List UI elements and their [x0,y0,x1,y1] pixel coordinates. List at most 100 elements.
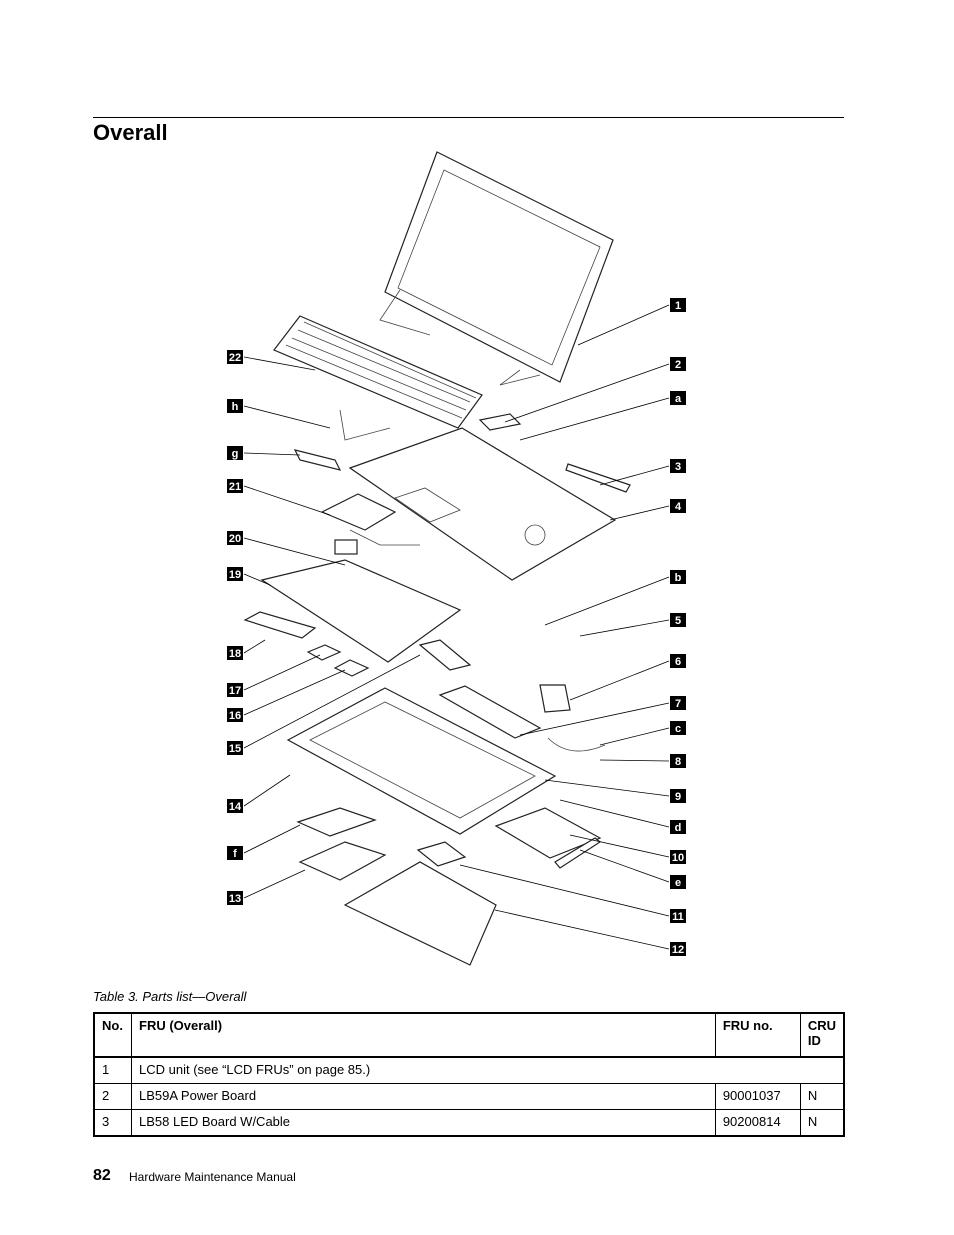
heat-pipe [349,529,420,546]
callout-label: f [233,848,237,860]
table-body: 1 LCD unit (see “LCD FRUs” on page 85.) 2 L… [93,1056,845,1137]
callout-box [670,820,686,834]
fan [320,493,397,531]
battery [438,685,542,739]
header-cell: FRU (Overall) [131,1012,716,1058]
lcd-unit [384,151,614,383]
callouts: 22hg2120191817161514f1312a34b567c89d10e1… [227,298,686,956]
callout-box [227,350,243,364]
callout-box [227,708,243,722]
leader-line [243,639,266,654]
leader-line [243,537,346,566]
page-number: 82 [93,1167,111,1184]
callout-label: 3 [675,461,681,473]
leader-line [243,485,331,516]
callout-box [670,613,686,627]
palm-rest [348,427,617,581]
callout-label: 9 [675,791,681,803]
leader-line [519,702,670,736]
lcd-screen [397,169,601,366]
callout-label: 11 [672,911,684,923]
callout-label: 6 [675,656,681,668]
power-board [478,413,522,431]
callout-label: g [232,448,239,460]
callout-box [227,846,243,860]
leader-line [494,909,670,950]
callout-label: 18 [229,648,241,660]
callout-box [670,909,686,923]
leader-line [599,759,670,762]
callout-box [670,298,686,312]
callout-box [227,446,243,460]
callout-label: 12 [672,944,684,956]
callout-box [670,357,686,371]
memory [243,611,317,639]
callout-box [227,891,243,905]
card [333,659,370,677]
leader-line [243,405,331,429]
optical-drive [494,807,602,859]
base-cover [286,687,557,835]
leader-line [504,363,670,423]
callout-label: e [675,877,681,889]
callout-box [227,531,243,545]
base-inner [309,701,536,819]
keyboard [273,315,483,429]
callout-label: 22 [229,352,241,364]
leader-line [559,799,670,828]
callout-label: 1 [675,300,681,312]
leader-line [243,869,306,899]
header-rule [93,117,844,118]
table-cell: 3 [93,1109,132,1137]
callout-box [670,499,686,513]
table-caption: Table 3. Parts list—Overall [93,989,247,1004]
callout-box [670,789,686,803]
table-cell: N [799,1109,845,1137]
leader-line [519,397,670,441]
section-title: Overall [93,120,168,145]
lcd-cable [379,289,541,386]
system-board [260,559,462,663]
footer-title: Hardware Maintenance Manual [129,1170,296,1184]
callout-label: 4 [675,501,682,513]
dc-cable [547,737,606,752]
callout-label: 2 [675,359,681,371]
table-cell: 90200814 [714,1109,801,1137]
leader-line [544,576,670,626]
callout-label: 19 [229,569,241,581]
callout-box [670,942,686,956]
table-row: 2 LB59A Power Board 90001037 N [93,1083,845,1110]
exploded-diagram: 22hg2120191817161514f1312a34b567c89d10e1… [227,151,686,966]
usb-board [539,684,571,713]
bracket [418,639,472,671]
table-cell: 1 [93,1056,132,1084]
callout-box [227,399,243,413]
leader-line [609,505,670,521]
table-cell: N [799,1083,845,1110]
leader-line [243,654,421,749]
callout-label: 17 [229,685,241,697]
leader-line [579,619,670,637]
leader-line [577,304,670,346]
hard-disk [298,841,387,881]
table-cell: 90001037 [714,1083,801,1110]
leader-line [243,669,346,716]
led-board [565,463,631,493]
leader-line [243,452,301,456]
leader-line [243,654,321,691]
callout-box [670,391,686,405]
callout-label: 13 [229,893,241,905]
leader-line [599,465,670,486]
keyboard-rows [285,321,477,419]
callout-label: 20 [229,533,241,545]
callout-label: 7 [675,698,681,710]
leader-line [243,824,301,854]
leader-lines [243,304,670,950]
callout-label: h [232,401,239,413]
callout-box [670,654,686,668]
callout-label: 15 [229,743,241,755]
table-cell: LB59A Power Board [131,1083,716,1110]
header-cell: FRU no. [714,1012,801,1058]
callout-box [670,875,686,889]
table-row: 3 LB58 LED Board W/Cable 90200814 N [93,1109,845,1137]
